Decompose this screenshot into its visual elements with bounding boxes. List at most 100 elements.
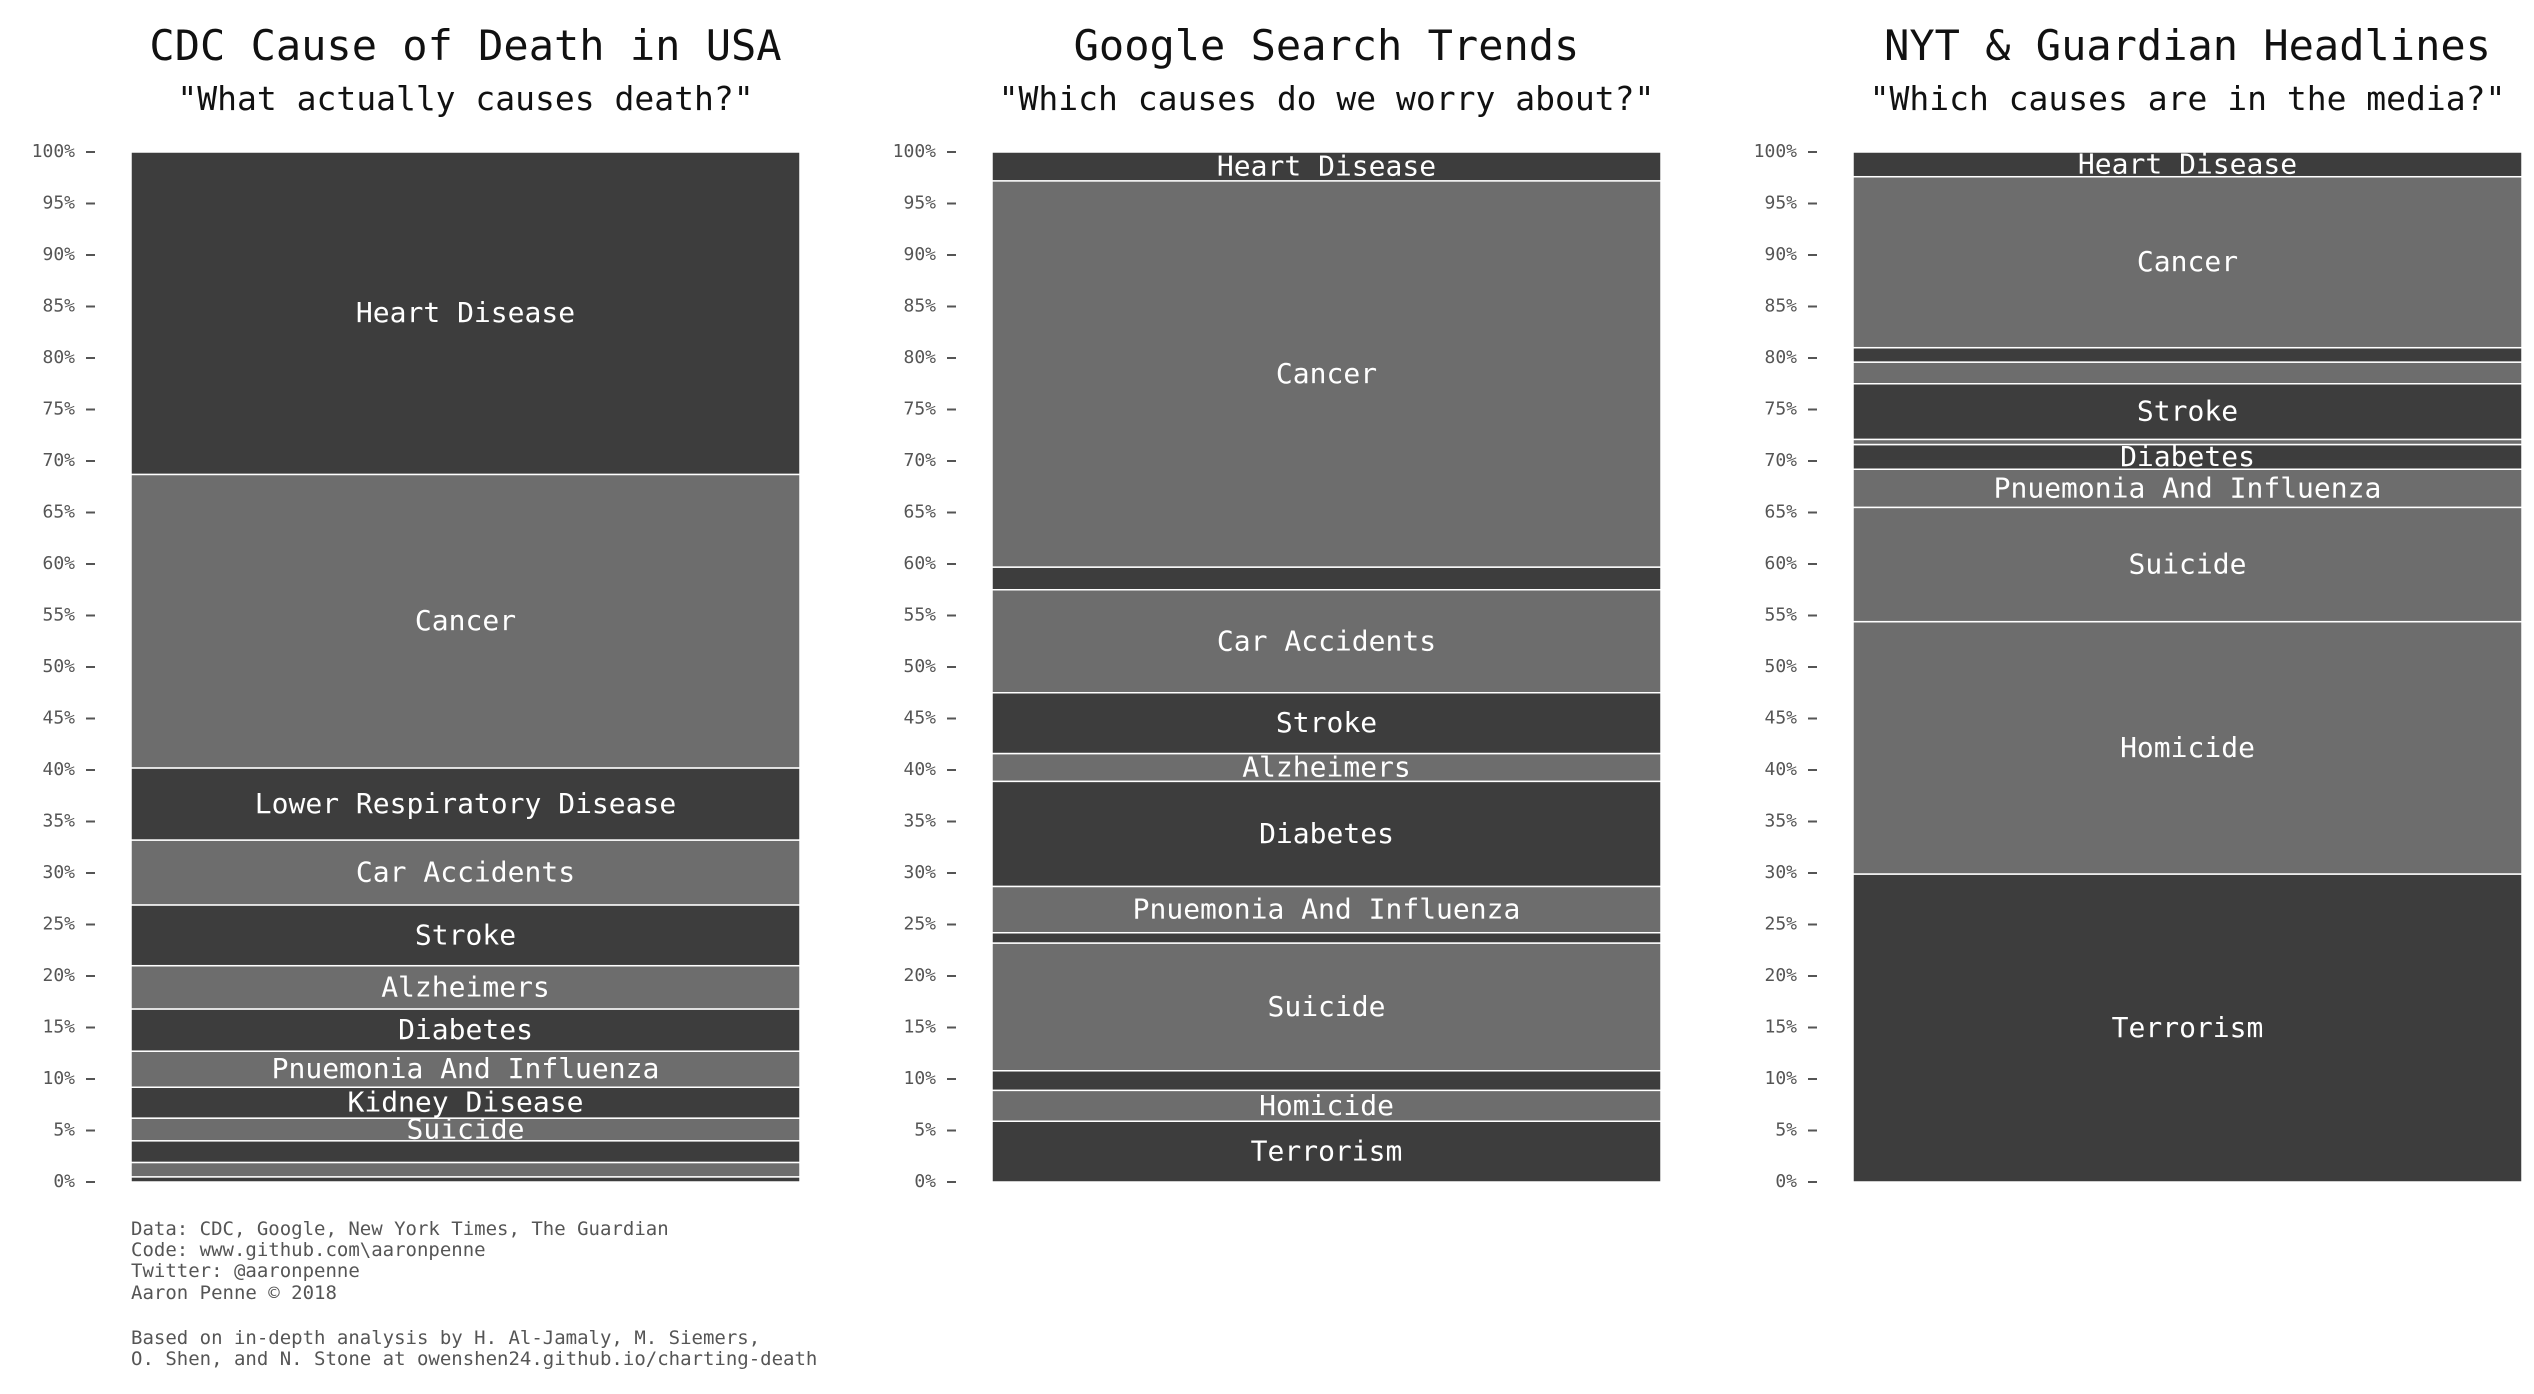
segment [130, 839, 801, 906]
segment [991, 566, 1662, 591]
segment [1852, 443, 2523, 470]
segment-label: Lower Respiratory Disease [255, 787, 676, 820]
footnote: Based on in-depth analysis by H. Al-Jama… [131, 1327, 760, 1349]
y-tick-label: 70% [42, 450, 75, 471]
segment [1852, 346, 2523, 363]
segment-label: Alzheimers [381, 970, 550, 1003]
y-tick-label: 35% [903, 811, 936, 832]
y-tick-label: 25% [903, 914, 936, 935]
segment-label: Cancer [415, 604, 516, 637]
y-tick-label: 80% [42, 347, 75, 368]
y-tick-label: 40% [903, 759, 936, 780]
segment-label: Homicide [2120, 731, 2255, 764]
segment [991, 942, 1662, 1072]
y-tick-label: 45% [903, 708, 936, 729]
y-tick-label: 5% [1775, 1120, 1797, 1141]
segment [991, 1089, 1662, 1122]
y-tick-label: 65% [42, 502, 75, 523]
y-tick-label: 50% [1764, 656, 1797, 677]
segment [991, 1070, 1662, 1092]
y-tick-label: 90% [1764, 244, 1797, 265]
segment-label: Stroke [1276, 706, 1377, 739]
segment-label: Diabetes [2120, 440, 2255, 473]
segment [991, 692, 1662, 755]
segment [130, 473, 801, 769]
segment [130, 1161, 801, 1178]
segment-label: Suicide [1267, 990, 1385, 1023]
y-tick-label: 90% [903, 244, 936, 265]
y-tick-label: 0% [53, 1171, 75, 1192]
y-tick-label: 95% [42, 193, 75, 214]
y-tick-label: 85% [903, 296, 936, 317]
y-tick-label: 60% [42, 553, 75, 574]
y-tick-label: 50% [42, 656, 75, 677]
chart-title: NYT & Guardian Headlines [1884, 21, 2491, 70]
segment-label: Suicide [2128, 548, 2246, 581]
segment-label: Heart Disease [2078, 147, 2297, 180]
y-tick-label: 15% [42, 1017, 75, 1038]
segment [991, 589, 1662, 694]
y-tick-label: 45% [42, 708, 75, 729]
y-tick-label: 10% [42, 1068, 75, 1089]
y-tick-label: 35% [1764, 811, 1797, 832]
segment-label: Heart Disease [356, 296, 575, 329]
segment [1852, 506, 2523, 623]
segment [1852, 151, 2523, 178]
segment-label: Pnuemonia And Influenza [1994, 471, 2382, 504]
segment-label: Diabetes [1259, 817, 1394, 850]
y-tick-label: 40% [42, 759, 75, 780]
y-tick-label: 40% [1764, 759, 1797, 780]
y-tick-label: 70% [1764, 450, 1797, 471]
y-tick-label: 10% [1764, 1068, 1797, 1089]
y-tick-label: 95% [1764, 193, 1797, 214]
segment [991, 151, 1662, 182]
segment-label: Homicide [1259, 1089, 1394, 1122]
segment [991, 780, 1662, 888]
segment-label: Terrorism [2112, 1011, 2264, 1044]
chart-title: CDC Cause of Death in USA [149, 21, 781, 70]
y-tick-label: 20% [903, 965, 936, 986]
y-tick-label: 90% [42, 244, 75, 265]
y-tick-label: 0% [1775, 1171, 1797, 1192]
segment [991, 180, 1662, 568]
y-tick-label: 100% [893, 141, 937, 162]
segment-label: Heart Disease [1217, 149, 1436, 182]
footnote: Twitter: @aaronpenne [131, 1260, 360, 1282]
chart-subtitle: "Which causes do we worry about?" [999, 79, 1655, 118]
footnote: Code: www.github.com\aaronpenne [131, 1239, 486, 1261]
segment-label: Cancer [2137, 245, 2238, 278]
y-tick-label: 65% [903, 502, 936, 523]
segment [130, 904, 801, 967]
y-tick-label: 45% [1764, 708, 1797, 729]
y-tick-label: 30% [903, 862, 936, 883]
segment [991, 1120, 1662, 1183]
y-tick-label: 70% [903, 450, 936, 471]
segment-label: Cancer [1276, 357, 1377, 390]
y-tick-label: 80% [1764, 347, 1797, 368]
segment [1852, 361, 2523, 385]
segment-label: Pnuemonia And Influenza [272, 1052, 660, 1085]
y-tick-label: 0% [914, 1171, 936, 1192]
segment [130, 151, 801, 476]
segment [130, 767, 801, 841]
y-tick-label: 25% [1764, 914, 1797, 935]
footnote: Aaron Penne © 2018 [131, 1282, 337, 1304]
segment-label: Diabetes [398, 1013, 533, 1046]
y-tick-label: 20% [42, 965, 75, 986]
y-tick-label: 75% [903, 399, 936, 420]
y-tick-label: 15% [1764, 1017, 1797, 1038]
footnote: Data: CDC, Google, New York Times, The G… [131, 1218, 669, 1240]
y-tick-label: 50% [903, 656, 936, 677]
y-tick-label: 100% [1754, 141, 1798, 162]
segment [130, 1176, 801, 1183]
y-tick-label: 80% [903, 347, 936, 368]
y-tick-label: 60% [903, 553, 936, 574]
segment [1852, 620, 2523, 875]
y-tick-label: 60% [1764, 553, 1797, 574]
y-tick-label: 15% [903, 1017, 936, 1038]
y-tick-label: 25% [42, 914, 75, 935]
y-tick-label: 30% [42, 862, 75, 883]
y-tick-label: 100% [32, 141, 76, 162]
